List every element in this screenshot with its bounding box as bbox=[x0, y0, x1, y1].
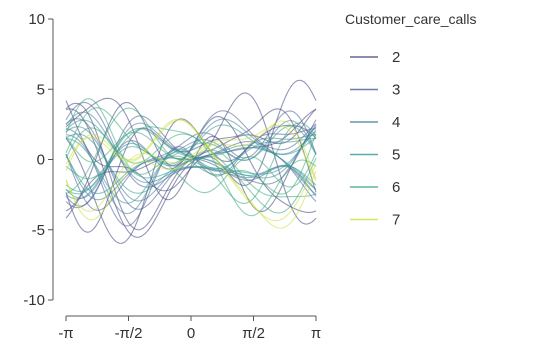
legend-label-5: 5 bbox=[392, 147, 400, 164]
y-tick-label-0: -10 bbox=[23, 292, 45, 309]
axes-layer: -10 -5 0 5 10 -π -π/2 0 π/2 π bbox=[23, 11, 321, 342]
y-tick-label-2: 0 bbox=[37, 152, 45, 169]
curve-series-7-1 bbox=[65, 120, 317, 221]
curve-series-2-7 bbox=[65, 92, 317, 225]
x-tick-label-0: -π bbox=[58, 325, 73, 342]
curve-series-7-2 bbox=[65, 119, 317, 222]
curve-series-7-0 bbox=[65, 118, 317, 229]
legend-label-3: 3 bbox=[392, 82, 400, 99]
curve-series-5-2 bbox=[65, 125, 317, 194]
x-tick-label-2: 0 bbox=[187, 325, 195, 342]
y-tick-label-3: 5 bbox=[37, 81, 45, 98]
curve-series-4-2 bbox=[65, 120, 317, 201]
curve-series-5-4 bbox=[65, 124, 317, 195]
legend-label-7: 7 bbox=[392, 212, 400, 229]
x-tick-label-1: -π/2 bbox=[115, 325, 143, 342]
curves-layer bbox=[65, 79, 317, 244]
legend-label-2: 2 bbox=[392, 49, 400, 66]
curve-series-7-3 bbox=[65, 124, 317, 212]
legend-title: Customer_care_calls bbox=[345, 11, 477, 27]
curve-series-6-1 bbox=[65, 107, 317, 194]
curve-series-6-2 bbox=[65, 127, 317, 214]
y-tick-label-4: 10 bbox=[28, 11, 45, 28]
curve-series-4-5 bbox=[65, 134, 317, 215]
x-tick-label-4: π bbox=[311, 325, 321, 342]
legend: Customer_care_calls 2 3 4 5 6 7 bbox=[345, 11, 477, 229]
curve-series-2-2 bbox=[65, 108, 317, 238]
curve-series-6-5 bbox=[65, 98, 317, 195]
x-tick-label-3: π/2 bbox=[242, 325, 265, 342]
curve-series-6-4 bbox=[65, 107, 317, 198]
legend-label-6: 6 bbox=[392, 179, 400, 196]
y-tick-label-1: -5 bbox=[32, 222, 45, 239]
legend-label-4: 4 bbox=[392, 114, 400, 131]
